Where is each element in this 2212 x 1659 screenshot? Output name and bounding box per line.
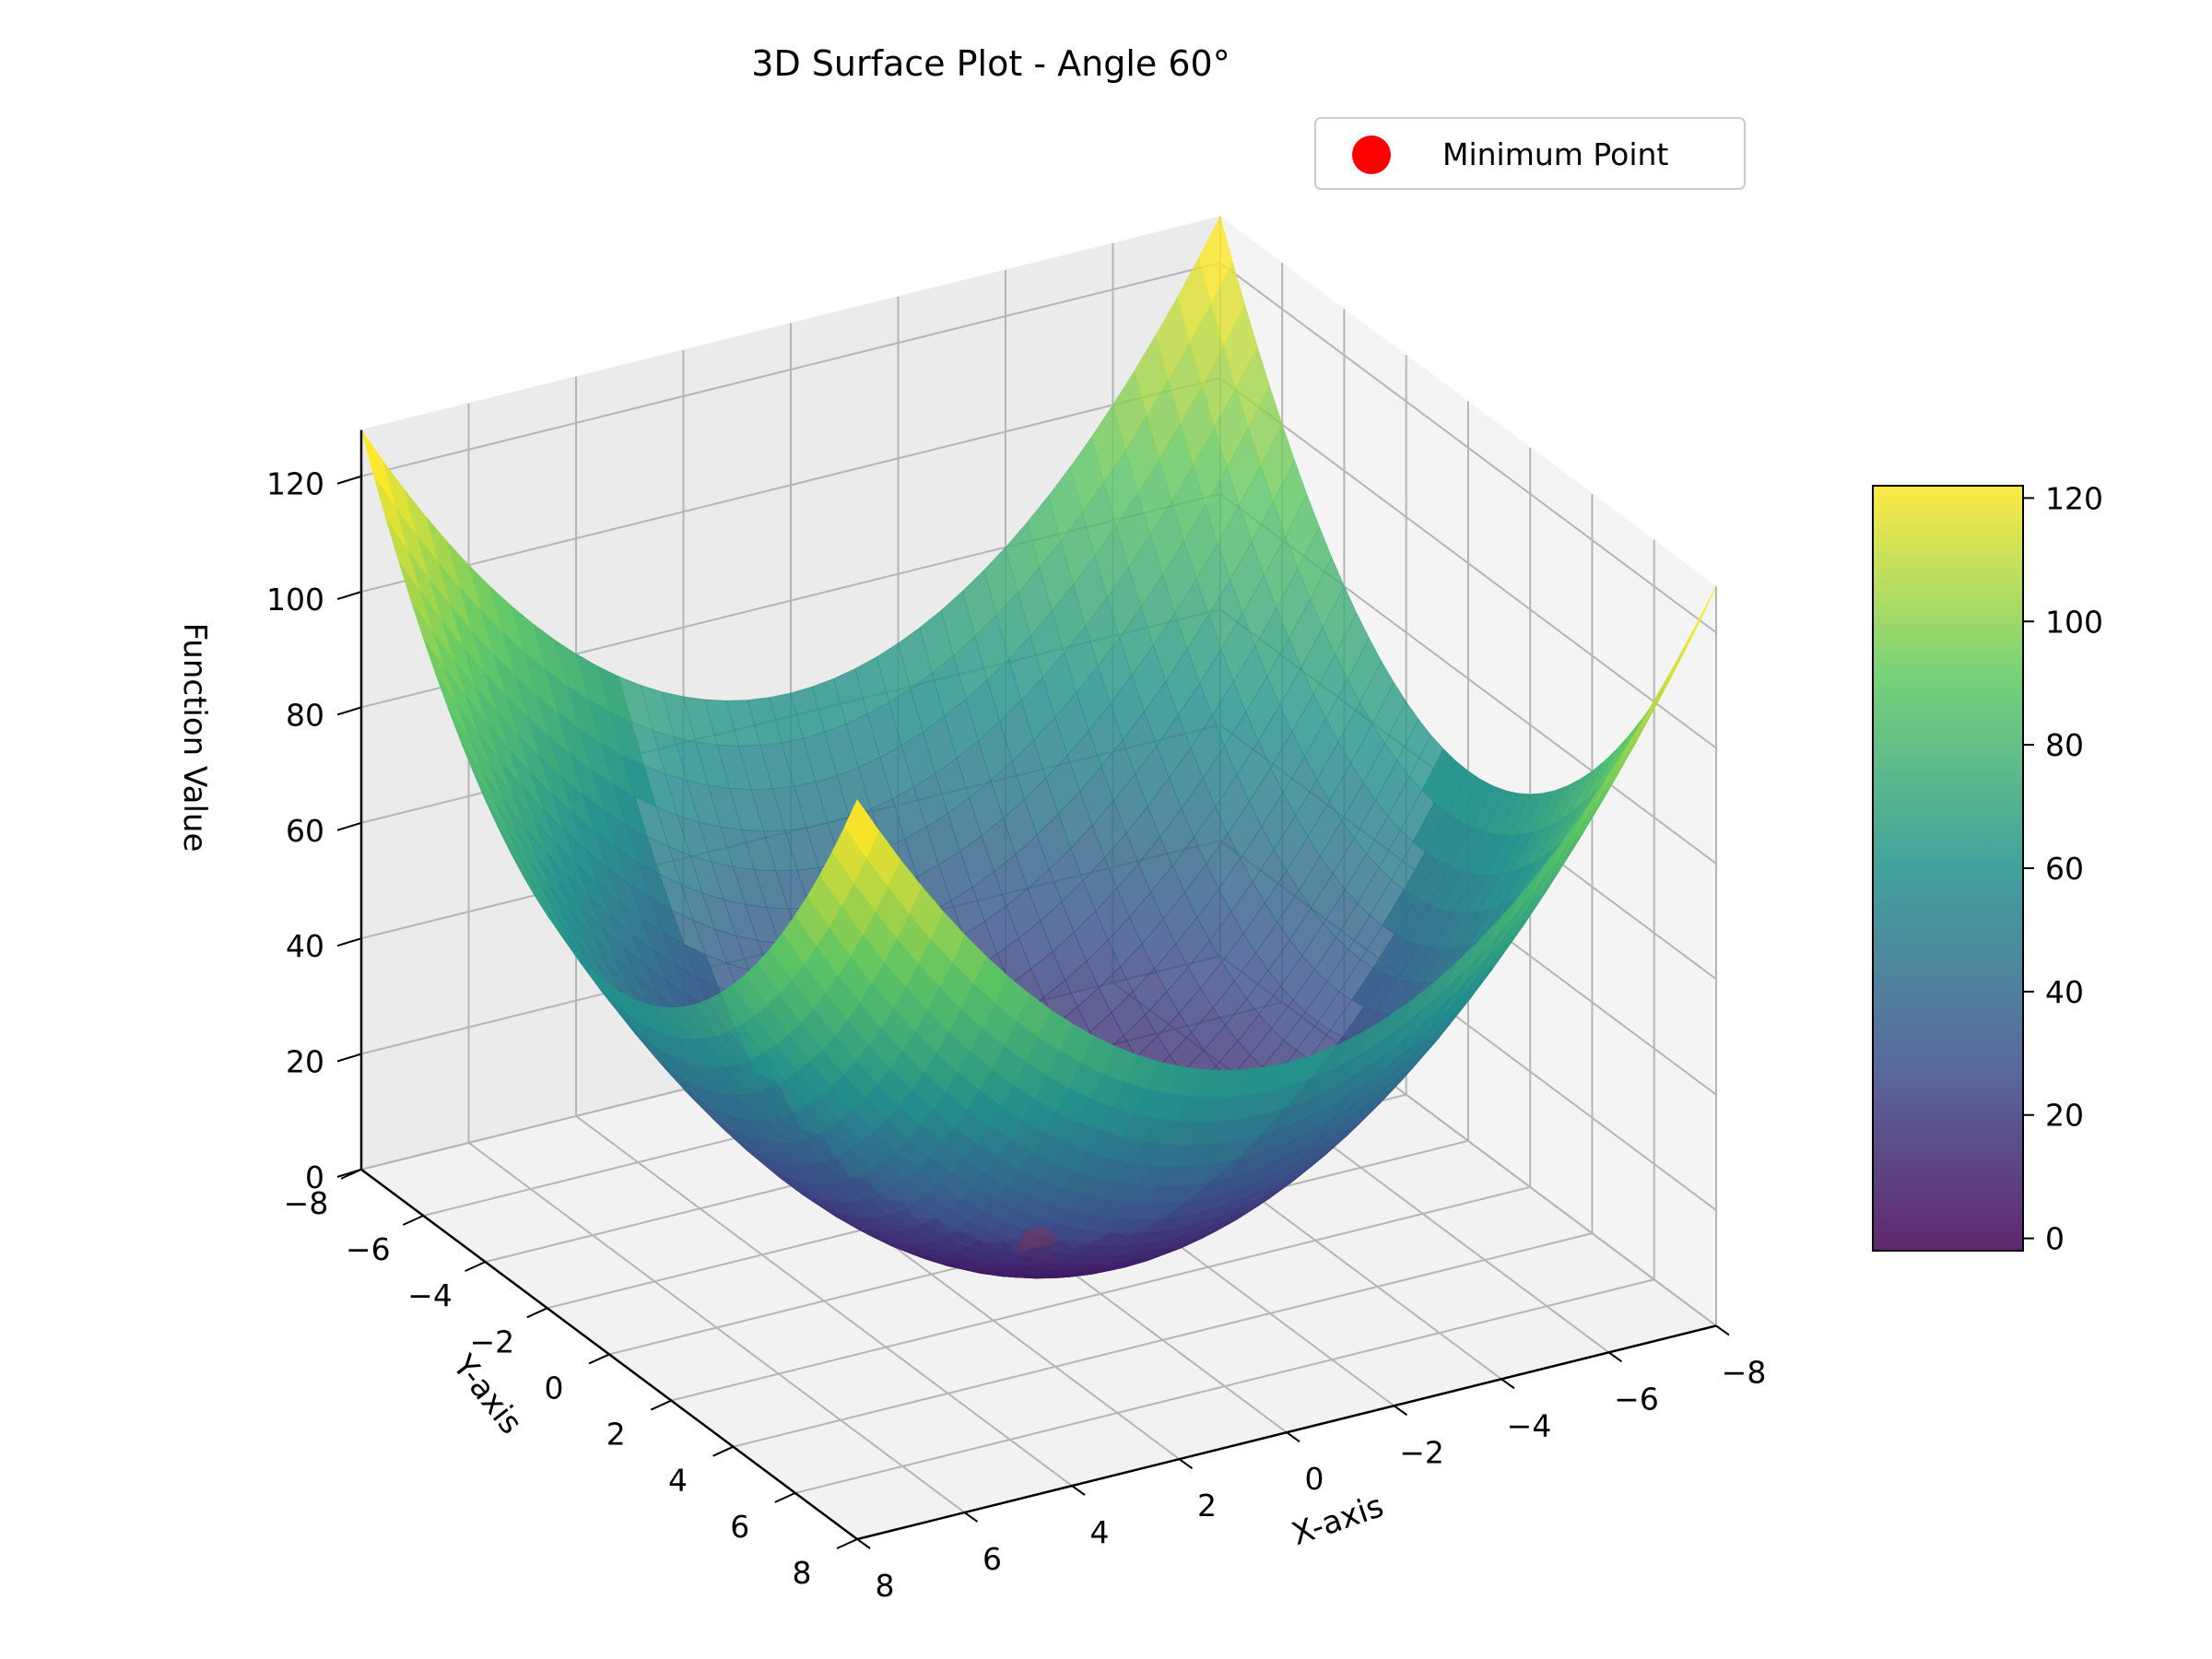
colorbar-ticks: 0 20 40 60 80 100 120 <box>2023 480 2103 1257</box>
surface-patch <box>1682 585 1717 655</box>
minimum-point-marker-group <box>360 429 1717 1279</box>
grid-line <box>360 262 1221 477</box>
grid-line <box>360 377 1221 594</box>
z-tick-label: 80 <box>286 697 324 733</box>
x-tick-label: 0 <box>1305 1461 1324 1497</box>
z-tick-label: 100 <box>266 582 324 618</box>
z-tick <box>336 475 362 485</box>
y-tick-label: −2 <box>469 1324 514 1359</box>
colorbar-tick-label: 60 <box>2045 851 2084 887</box>
legend-label: Minimum Point <box>1442 136 1668 172</box>
colorbar-tick-label: 80 <box>2045 727 2084 763</box>
z-tick <box>336 591 362 601</box>
axis-ticks: −8−6−4−202468−8−6−4−20246802040608010012… <box>266 466 1766 1604</box>
grid-line <box>671 1186 1531 1402</box>
y-tick <box>774 1491 796 1503</box>
colorbar-tick-label: 100 <box>2045 604 2103 640</box>
surface-patch <box>844 799 879 858</box>
z-tick <box>336 706 362 716</box>
y-tick-label: −8 <box>284 1185 329 1221</box>
z-tick-label: 60 <box>286 813 324 849</box>
legend-marker <box>1352 135 1391 174</box>
y-tick <box>588 1353 610 1365</box>
y-tick-label: 2 <box>606 1417 626 1453</box>
x-tick <box>1715 1324 1730 1336</box>
x-tick <box>1607 1351 1623 1363</box>
x-tick <box>1286 1431 1300 1443</box>
x-tick <box>856 1538 871 1549</box>
x-tick-label: 6 <box>982 1541 1002 1577</box>
grid-line <box>1219 377 1717 749</box>
y-tick-label: −4 <box>407 1277 453 1313</box>
z-tick <box>336 1168 362 1178</box>
colorbar-tick-label: 0 <box>2045 1221 2065 1257</box>
surface-patch <box>360 429 396 507</box>
x-tick <box>1500 1378 1515 1390</box>
x-tick <box>1393 1405 1408 1417</box>
z-tick-label: 120 <box>266 466 324 502</box>
x-tick-label: −2 <box>1399 1434 1444 1470</box>
x-tick <box>1071 1485 1086 1496</box>
y-tick <box>526 1307 548 1319</box>
y-tick <box>712 1445 734 1457</box>
y-tick <box>402 1215 424 1226</box>
x-tick-label: −8 <box>1722 1354 1767 1390</box>
colorbar-tick-label: 120 <box>2045 480 2103 516</box>
colorbar-tick-label: 40 <box>2045 974 2084 1010</box>
y-tick <box>465 1261 486 1273</box>
y-tick <box>650 1399 672 1411</box>
colorbar: 0 20 40 60 80 100 120 <box>1872 480 2103 1257</box>
y-tick-label: 6 <box>730 1509 749 1545</box>
z-tick-label: 20 <box>286 1044 324 1080</box>
legend-frame <box>1314 117 1746 190</box>
colorbar-gradient <box>1873 486 2023 1251</box>
z-tick-label: 0 <box>305 1159 324 1195</box>
z-tick <box>336 937 362 947</box>
colorbar-tick-label: 20 <box>2045 1098 2084 1134</box>
x-tick <box>1178 1458 1194 1469</box>
x-tick-label: −6 <box>1614 1381 1659 1417</box>
surface-patch <box>1198 216 1233 304</box>
x-tick-label: 4 <box>1090 1514 1110 1550</box>
x-tick-label: 8 <box>876 1568 895 1604</box>
x-tick-label: 2 <box>1197 1488 1217 1524</box>
y-tick <box>836 1538 858 1549</box>
legend: Minimum Point <box>1314 117 1746 190</box>
z-tick <box>336 821 362 831</box>
y-tick-label: 8 <box>793 1555 812 1591</box>
z-axis-label: Function Value <box>176 623 213 853</box>
y-tick-label: 0 <box>545 1370 564 1406</box>
y-tick-label: 4 <box>668 1463 688 1499</box>
grid-line <box>794 1278 1654 1494</box>
x-tick <box>963 1512 979 1523</box>
y-tick-label: −6 <box>346 1231 391 1267</box>
x-tick-label: −4 <box>1507 1407 1552 1443</box>
chart-title: 3D Surface Plot - Angle 60° <box>751 43 1230 84</box>
z-tick-label: 40 <box>286 928 324 964</box>
grid-line <box>1219 262 1717 634</box>
grid-line <box>733 1232 1593 1448</box>
z-tick <box>336 1053 362 1063</box>
